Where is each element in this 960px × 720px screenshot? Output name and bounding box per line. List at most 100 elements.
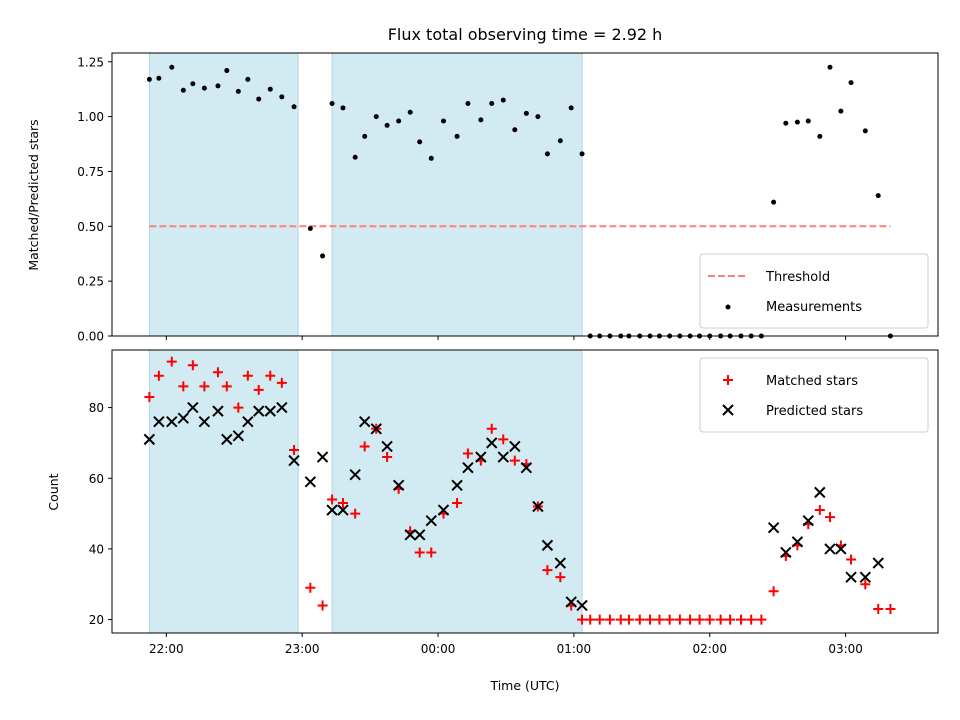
predicted-star-point (835, 543, 847, 555)
measurement-point (267, 86, 273, 92)
measurement-point (465, 100, 471, 106)
count-panel-legend: Matched stars Predicted stars (699, 357, 929, 433)
y-tick-label: 0.00 (77, 330, 104, 344)
ratio-panel-y-axis-label: Matched/Predicted stars (26, 119, 41, 270)
matched-star-point (715, 614, 726, 625)
measurement-point (279, 94, 285, 100)
legend-box (699, 253, 929, 329)
predicted-star-point (143, 433, 156, 446)
y-tick-label: 0.75 (77, 165, 104, 179)
shaded-region-1 (331, 52, 583, 337)
legend-label: Matched stars (766, 374, 858, 389)
matched-star-point (289, 444, 300, 455)
measurement-point (329, 100, 335, 106)
predicted-star-point (392, 479, 405, 492)
matched-star-point (359, 441, 370, 452)
y-tick-label: 1.25 (77, 55, 104, 69)
matched-star-point (382, 452, 393, 463)
matched-star-point (212, 367, 223, 378)
matched-star-point (178, 381, 189, 392)
measurement-point (224, 68, 230, 74)
matched-star-point (704, 614, 715, 625)
measurement-point (523, 110, 529, 116)
ratio-panel: 0.00 0.25 0.50 0.75 1.00 1.25 Matched/Predict… (26, 52, 939, 344)
matched-star-point (873, 603, 884, 614)
matched-star-point (756, 614, 767, 625)
predicted-star-point (404, 529, 416, 541)
predicted-star-point (221, 433, 233, 446)
predicted-star-point (565, 596, 577, 608)
measurement-point (352, 154, 358, 160)
shaded-region-0 (148, 349, 299, 634)
measurement-point (794, 119, 800, 125)
y-tick-label: 0.25 (77, 275, 104, 289)
predicted-star-point (486, 437, 498, 449)
matched-star-point (452, 497, 463, 508)
count-panel-y-ticks: 20 40 60 80 (89, 401, 112, 627)
predicted-star-point (166, 416, 178, 428)
predicted-star-point (576, 599, 588, 612)
measurement-point (156, 75, 162, 81)
predicted-star-point (475, 451, 487, 463)
measurement-point (407, 109, 413, 115)
matched-star-point (623, 614, 634, 625)
legend-matched-swatch (723, 375, 733, 385)
matched-star-point (824, 512, 835, 523)
predicted-star-point (872, 557, 884, 569)
y-tick-label: 60 (89, 472, 104, 486)
y-tick-label: 40 (89, 542, 104, 556)
measurement-point (201, 85, 207, 91)
measurement-point (579, 151, 585, 157)
matched-star-point (664, 614, 675, 625)
matched-star-point (498, 434, 509, 445)
measurement-point (440, 118, 446, 124)
matched-star-point (199, 381, 210, 392)
x-tick-label: 02:00 (692, 642, 727, 656)
matched-star-point (337, 497, 348, 508)
predicted-star-point (509, 440, 521, 453)
predicted-star-point (451, 479, 463, 492)
predicted-star-point (264, 405, 276, 417)
predicted-star-point (232, 430, 245, 442)
predicted-star-point (153, 416, 165, 428)
ratio-panel-y-ticks: 0.00 0.25 0.50 0.75 1.00 1.25 (77, 55, 112, 344)
measurement-point (862, 128, 868, 134)
measurement-point (245, 76, 251, 82)
matched-star-point (305, 582, 316, 593)
matched-star-point (634, 614, 645, 625)
matched-star-point (253, 384, 264, 395)
matched-star-point (814, 505, 825, 516)
ratio-panel-shaded-regions (148, 52, 583, 337)
predicted-star-point (437, 504, 450, 516)
measurement-point (500, 97, 506, 103)
matched-star-point (694, 614, 705, 625)
measurement-point (396, 118, 402, 124)
matched-star-point (317, 600, 328, 611)
ratio-panel-frame (111, 52, 939, 337)
legend-box (699, 357, 929, 433)
shaded-region-0 (148, 52, 299, 337)
predicted-star-point (780, 546, 792, 559)
matched-star-point (674, 614, 685, 625)
matched-star-point (654, 614, 665, 625)
count-panel-x-ticks: 22:00 23:00 00:00 01:00 02:00 03:00 (149, 633, 863, 656)
predicted-star-point (814, 486, 826, 499)
predicted-star-point (520, 461, 533, 474)
measurement-point (417, 139, 423, 145)
predicted-star-point (381, 440, 393, 453)
measurement-point (180, 87, 186, 93)
count-panel-frame (111, 349, 939, 634)
matched-star-point (685, 614, 696, 625)
shaded-region-1 (331, 349, 583, 634)
measurement-point (805, 118, 811, 124)
measurement-point (146, 76, 152, 82)
predicted-star-point (358, 416, 371, 428)
predicted-star-point (554, 557, 567, 569)
predicted-star-point (212, 405, 224, 417)
predicted-star-point (767, 522, 780, 534)
predicted-star-point (198, 416, 211, 428)
y-tick-label: 80 (89, 401, 104, 415)
matched-star-point (885, 603, 896, 614)
x-tick-label: 01:00 (557, 642, 592, 656)
